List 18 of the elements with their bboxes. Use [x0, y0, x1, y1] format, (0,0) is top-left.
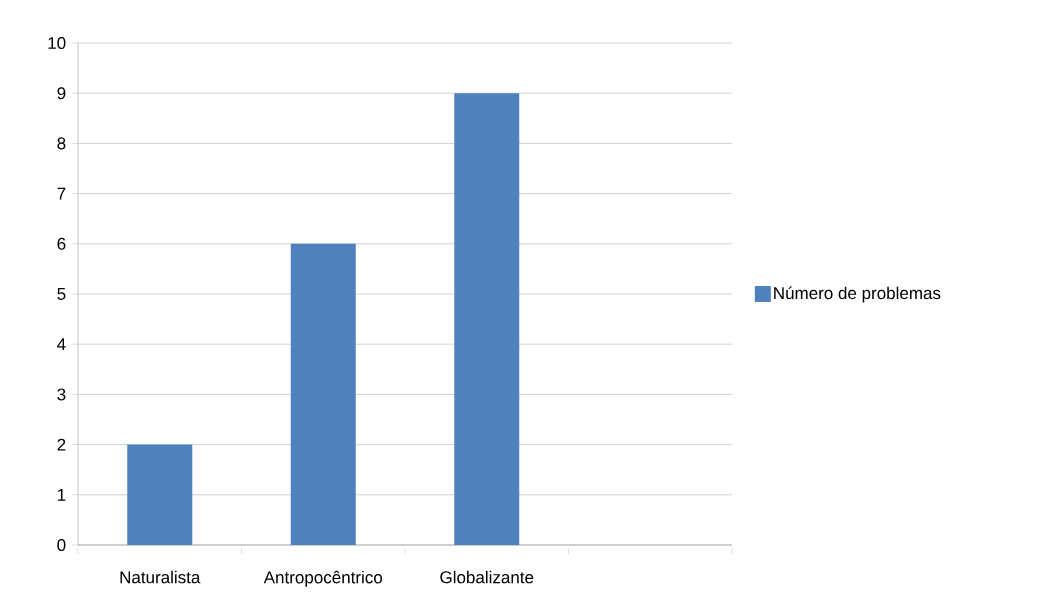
y-tick-label: 7 [57, 187, 66, 200]
y-tick-label: 2 [57, 438, 66, 451]
x-tick-label: Globalizante [440, 570, 534, 584]
x-tick-label: Naturalista [120, 570, 201, 584]
bar [454, 93, 520, 545]
y-tick-label: 3 [57, 388, 66, 401]
y-tick-label: 5 [57, 288, 66, 300]
y-tick-label: 4 [57, 338, 66, 351]
bar [127, 444, 193, 545]
y-tick-label: 9 [57, 87, 66, 100]
y-tick-label: 10 [48, 36, 66, 50]
legend-label: Número de problemas [774, 286, 941, 303]
x-tick-label: Antropocêntrico [263, 570, 383, 587]
y-tick-label: 8 [57, 137, 66, 150]
y-tick-label: 1 [57, 488, 66, 501]
y-tick-label: 6 [57, 237, 66, 250]
y-tick-label: 0 [57, 538, 66, 552]
bar [290, 243, 356, 545]
